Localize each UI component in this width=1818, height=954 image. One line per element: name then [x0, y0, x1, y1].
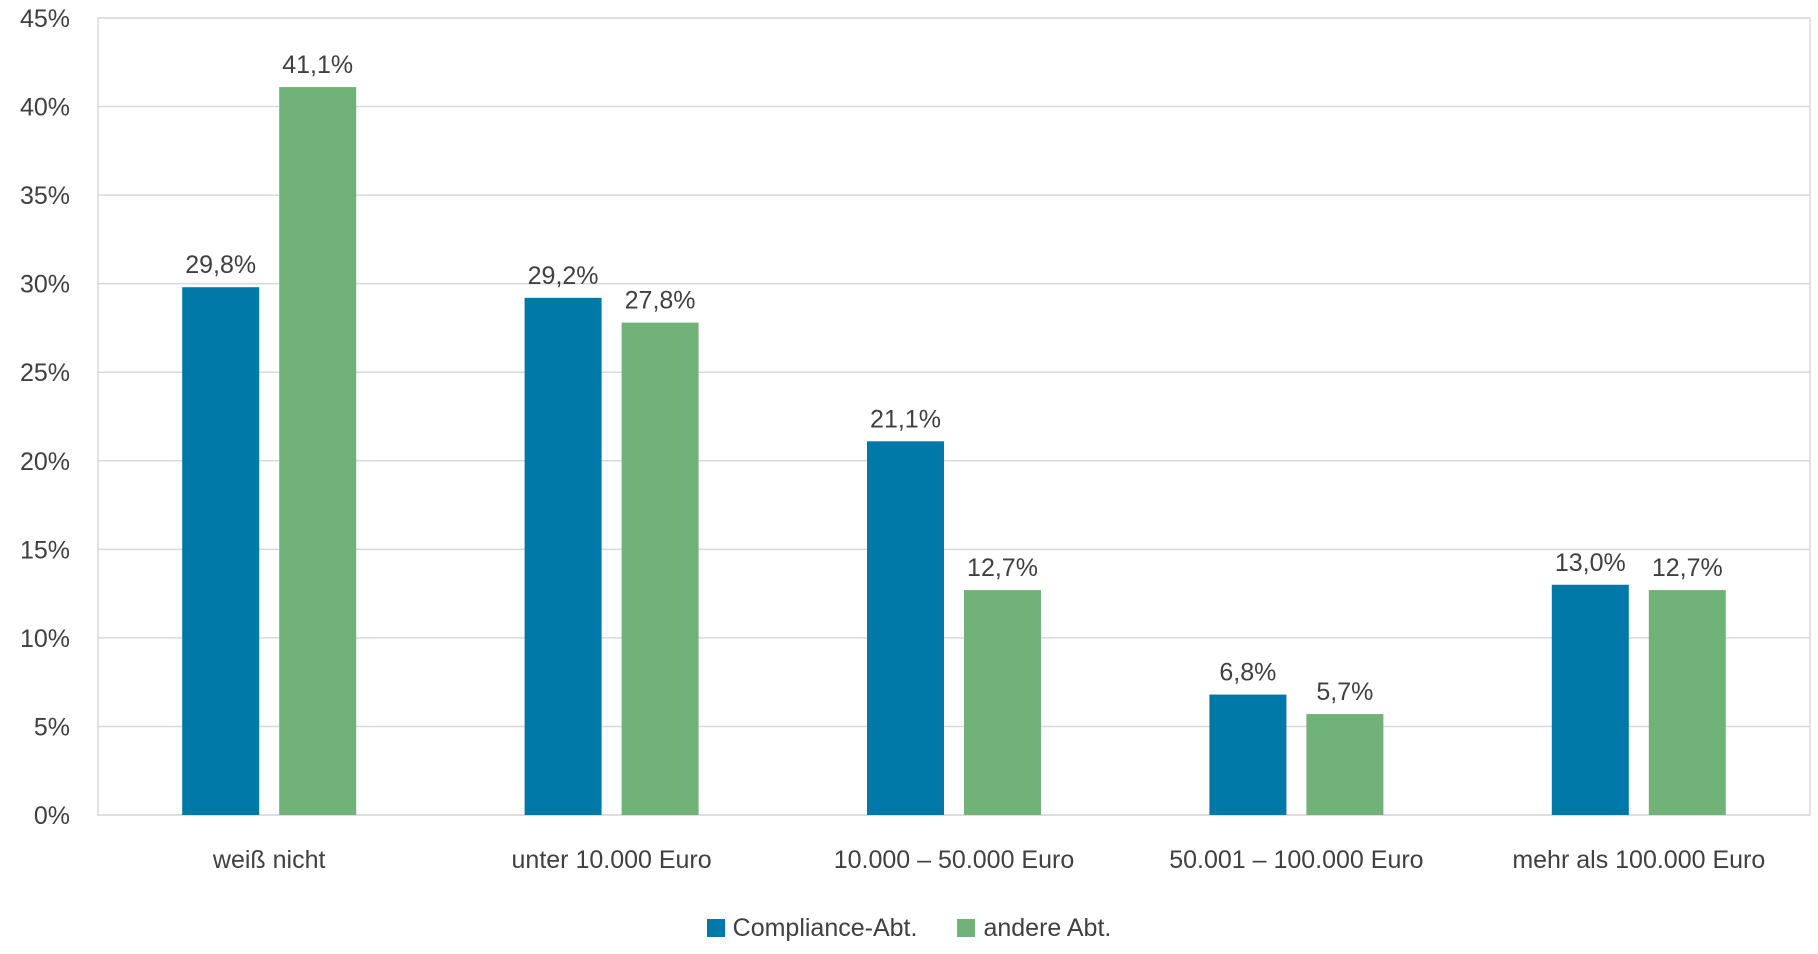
y-axis-ticks: 0% 5% 10% 15% 20% 25% 30% 35% 40% 45% [20, 5, 70, 830]
data-label: 6,8% [1219, 659, 1276, 687]
data-label: 5,7% [1316, 678, 1373, 706]
y-tick-label: 25% [20, 359, 70, 387]
x-tick-label: unter 10.000 Euro [512, 846, 712, 874]
legend-label-compliance: Compliance-Abt. [732, 913, 918, 942]
legend-item-compliance[interactable]: Compliance-Abt. [706, 913, 918, 943]
bar-andere[interactable] [1306, 714, 1384, 815]
data-label: 13,0% [1555, 549, 1626, 577]
bar-andere[interactable] [964, 590, 1041, 815]
data-label: 29,8% [185, 251, 256, 279]
bar-andere[interactable] [279, 87, 357, 815]
legend-swatch-andere [957, 919, 976, 937]
x-axis-ticks: weiß nicht unter 10.000 Euro 10.000 – 50.0… [212, 846, 1765, 874]
y-tick-label: 15% [20, 536, 70, 564]
y-tick-label: 20% [20, 448, 70, 476]
legend-label-andere: andere Abt. [983, 913, 1112, 942]
data-label: 21,1% [870, 405, 941, 433]
x-tick-label: 10.000 – 50.000 Euro [834, 846, 1074, 874]
data-label: 12,7% [967, 554, 1038, 582]
y-tick-label: 10% [20, 625, 70, 653]
y-tick-label: 5% [34, 713, 70, 741]
data-label: 27,8% [625, 287, 696, 315]
bar-compliance[interactable] [867, 441, 944, 815]
bar-compliance[interactable] [1209, 694, 1287, 815]
y-tick-label: 40% [20, 94, 70, 122]
bar-compliance[interactable] [182, 287, 260, 816]
bar-compliance[interactable] [524, 297, 602, 815]
legend-item-andere[interactable]: andere Abt. [957, 914, 1111, 943]
y-tick-label: 45% [20, 5, 70, 33]
bar-compliance[interactable] [1551, 584, 1629, 815]
y-tick-label: 35% [20, 182, 70, 210]
x-tick-label: mehr als 100.000 Euro [1512, 846, 1765, 874]
bars [182, 87, 1726, 816]
data-label: 12,7% [1652, 554, 1723, 582]
gridlines [98, 17, 1810, 816]
legend: Compliance-Abt. andere Abt. [0, 910, 1818, 946]
x-tick-label: 50.001 – 100.000 Euro [1169, 846, 1423, 874]
data-labels: 29,8% 41,1% 29,2% 27,8% 21,1% 12,7% 6,8% 5,7% 13… [185, 51, 1722, 706]
bar-andere[interactable] [621, 322, 699, 815]
legend-swatch-compliance [706, 919, 725, 937]
data-label: 41,1% [282, 51, 353, 79]
y-tick-label: 0% [34, 802, 70, 830]
y-tick-label: 30% [20, 271, 70, 299]
bar-andere[interactable] [1648, 590, 1726, 815]
data-label: 29,2% [528, 262, 599, 290]
x-tick-label: weiß nicht [212, 846, 326, 874]
